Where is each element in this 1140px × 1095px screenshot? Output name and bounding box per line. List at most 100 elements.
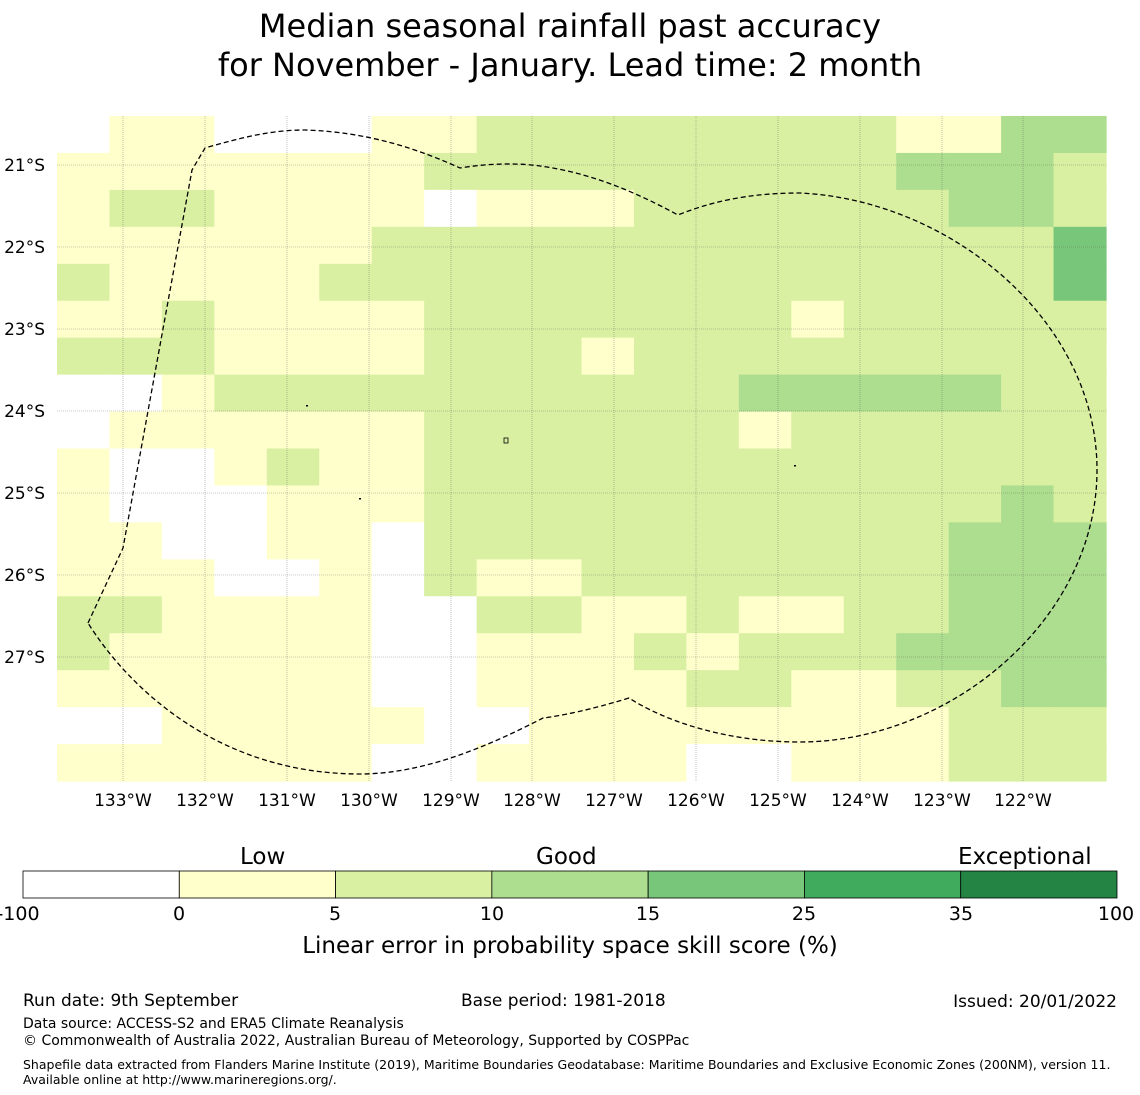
skill-cell <box>214 670 268 708</box>
skill-cell <box>633 116 687 154</box>
skill-cell <box>266 226 320 265</box>
skill-cell <box>843 485 897 523</box>
skill-cell <box>214 189 268 228</box>
skill-cell <box>633 152 687 191</box>
skill-cell <box>424 707 478 745</box>
skill-cell <box>843 263 897 302</box>
latitude-label: 22°S <box>4 238 45 258</box>
skill-cell <box>424 374 478 413</box>
skill-cell <box>896 374 950 413</box>
colorbar-tick: 5 <box>328 903 342 925</box>
skill-cell <box>529 226 583 265</box>
skill-cell <box>896 189 950 228</box>
skill-cell <box>529 189 583 228</box>
skill-cell <box>371 559 425 597</box>
skill-cell <box>161 485 215 523</box>
skill-cell <box>948 189 1002 228</box>
longitude-label: 125°W <box>749 791 807 811</box>
skill-cell <box>214 226 268 265</box>
skill-cell <box>686 263 740 302</box>
skill-cell <box>738 707 792 745</box>
skill-cell <box>633 744 687 782</box>
skill-cell <box>738 411 792 450</box>
skill-cell <box>476 189 530 228</box>
longitude-label: 129°W <box>422 791 480 811</box>
skill-cell <box>476 411 530 450</box>
skill-cell <box>476 263 530 302</box>
skill-cell <box>1053 522 1107 560</box>
skill-cell <box>633 300 687 339</box>
longitude-label: 122°W <box>994 791 1052 811</box>
skill-cell <box>686 522 740 560</box>
skill-cell <box>424 337 478 376</box>
skill-cell <box>633 374 687 413</box>
skill-cell <box>791 559 845 597</box>
skill-cell <box>791 152 845 191</box>
skill-cell <box>529 337 583 376</box>
skill-cell <box>738 152 792 191</box>
skill-cell <box>424 411 478 450</box>
skill-cell <box>529 116 583 154</box>
longitude-label: 132°W <box>176 791 234 811</box>
skill-cell <box>686 559 740 597</box>
skill-cell <box>266 670 320 708</box>
skill-cell <box>214 707 268 745</box>
skill-cell <box>214 744 268 782</box>
skill-cell <box>581 189 635 228</box>
colorbar-swatch <box>804 870 962 899</box>
skill-cell <box>476 300 530 339</box>
skill-cell <box>319 596 373 634</box>
skill-cell <box>1001 596 1055 634</box>
skill-cell <box>1053 116 1107 154</box>
skill-cell <box>1001 152 1055 191</box>
skill-cell <box>738 116 792 154</box>
skill-cell <box>424 116 478 154</box>
skill-cell <box>57 744 111 782</box>
latitude-label: 21°S <box>4 156 45 176</box>
skill-cell <box>214 485 268 523</box>
colorbar-swatch <box>491 870 649 899</box>
latitude-label: 26°S <box>4 566 45 586</box>
skill-cell <box>791 448 845 487</box>
skill-cell <box>266 448 320 487</box>
skill-cell <box>1053 633 1107 671</box>
skill-cell <box>843 189 897 228</box>
skill-cell <box>581 707 635 745</box>
latitude-label: 25°S <box>4 484 45 504</box>
skill-cell <box>1053 263 1107 302</box>
skill-cell <box>686 337 740 376</box>
skill-cell <box>319 189 373 228</box>
skill-cell <box>214 448 268 487</box>
skill-cell <box>896 152 950 191</box>
skill-cell <box>109 670 163 708</box>
skill-cell <box>476 152 530 191</box>
skill-cell <box>161 522 215 560</box>
skill-cell <box>57 116 111 154</box>
skill-cell <box>896 522 950 560</box>
skill-cell <box>371 448 425 487</box>
skill-grid-cells <box>57 116 1107 782</box>
skill-cell <box>109 559 163 597</box>
skill-cell <box>424 522 478 560</box>
legend-category-exceptional: Exceptional <box>958 844 1092 870</box>
skill-cell <box>791 411 845 450</box>
skill-cell <box>371 633 425 671</box>
skill-cell <box>843 411 897 450</box>
skill-cell <box>371 300 425 339</box>
skill-cell <box>791 707 845 745</box>
skill-cell <box>424 485 478 523</box>
shapefile-credit: Shapefile data extracted from Flanders M… <box>23 1057 1111 1087</box>
skill-cell <box>424 448 478 487</box>
skill-cell <box>896 559 950 597</box>
skill-cell <box>633 448 687 487</box>
skill-cell <box>57 559 111 597</box>
legend-category-low: Low <box>240 844 286 870</box>
skill-cell <box>371 189 425 228</box>
longitude-label: 128°W <box>503 791 561 811</box>
latitude-label: 24°S <box>4 402 45 422</box>
skill-cell <box>161 596 215 634</box>
skill-cell <box>686 226 740 265</box>
skill-cell <box>319 226 373 265</box>
skill-cell <box>896 707 950 745</box>
skill-cell <box>214 411 268 450</box>
